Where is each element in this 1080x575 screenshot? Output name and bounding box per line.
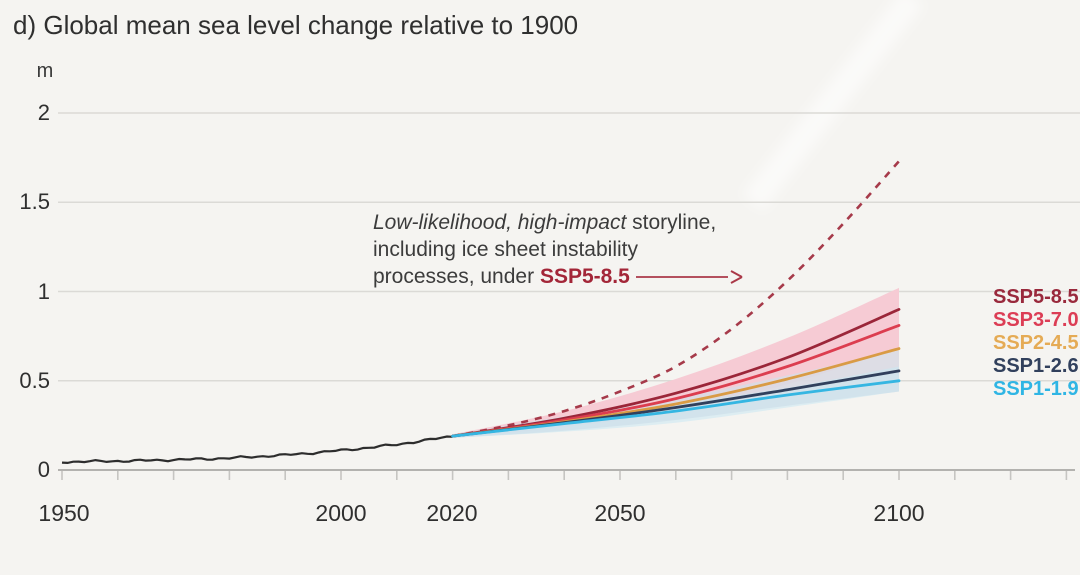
x-tick-label-2020: 2020 — [426, 500, 478, 526]
legend-label-ssp2-4-5: SSP2-4.5 — [993, 332, 1079, 354]
x-tick-label-2000: 2000 — [315, 500, 367, 526]
y-tick-label-0-5: 0.5 — [19, 368, 50, 393]
annotation-scenario-label: SSP5-8.5 — [539, 265, 630, 288]
chart-title: d) Global mean sea level change relative… — [13, 10, 579, 40]
y-tick-label-0: 0 — [37, 457, 50, 482]
y-tick-label-1: 1 — [37, 279, 50, 304]
x-tick-label-2050: 2050 — [594, 500, 646, 526]
legend-label-ssp1-2-6: SSP1-2.6 — [993, 355, 1079, 377]
series-line-ssp1-1.9 — [451, 379, 901, 438]
historical-line — [61, 435, 453, 465]
annotation-line-2: including ice sheet instability — [373, 238, 638, 261]
annotation-arrow-head — [730, 270, 743, 284]
annotation-line-1: Low-likelihood, high-impact storyline, — [373, 211, 717, 234]
y-tick-label-1-5: 1.5 — [19, 189, 50, 214]
legend-label-ssp5-8-5: SSP5-8.5 — [993, 286, 1079, 308]
x-tick-label-1950: 1950 — [38, 500, 90, 526]
y-axis-unit-label: m — [36, 60, 54, 82]
annotation-line-3: processes, under SSP5-8.5 — [373, 265, 630, 288]
y-tick-label-2: 2 — [37, 100, 50, 125]
legend-label-ssp1-1-9: SSP1-1.9 — [993, 378, 1079, 400]
legend-label-ssp3-7-0: SSP3-7.0 — [993, 309, 1079, 331]
x-tick-label-2100: 2100 — [873, 500, 925, 526]
low-likelihood-annotation: Low-likelihood, high-impact storyline, i… — [373, 209, 716, 290]
